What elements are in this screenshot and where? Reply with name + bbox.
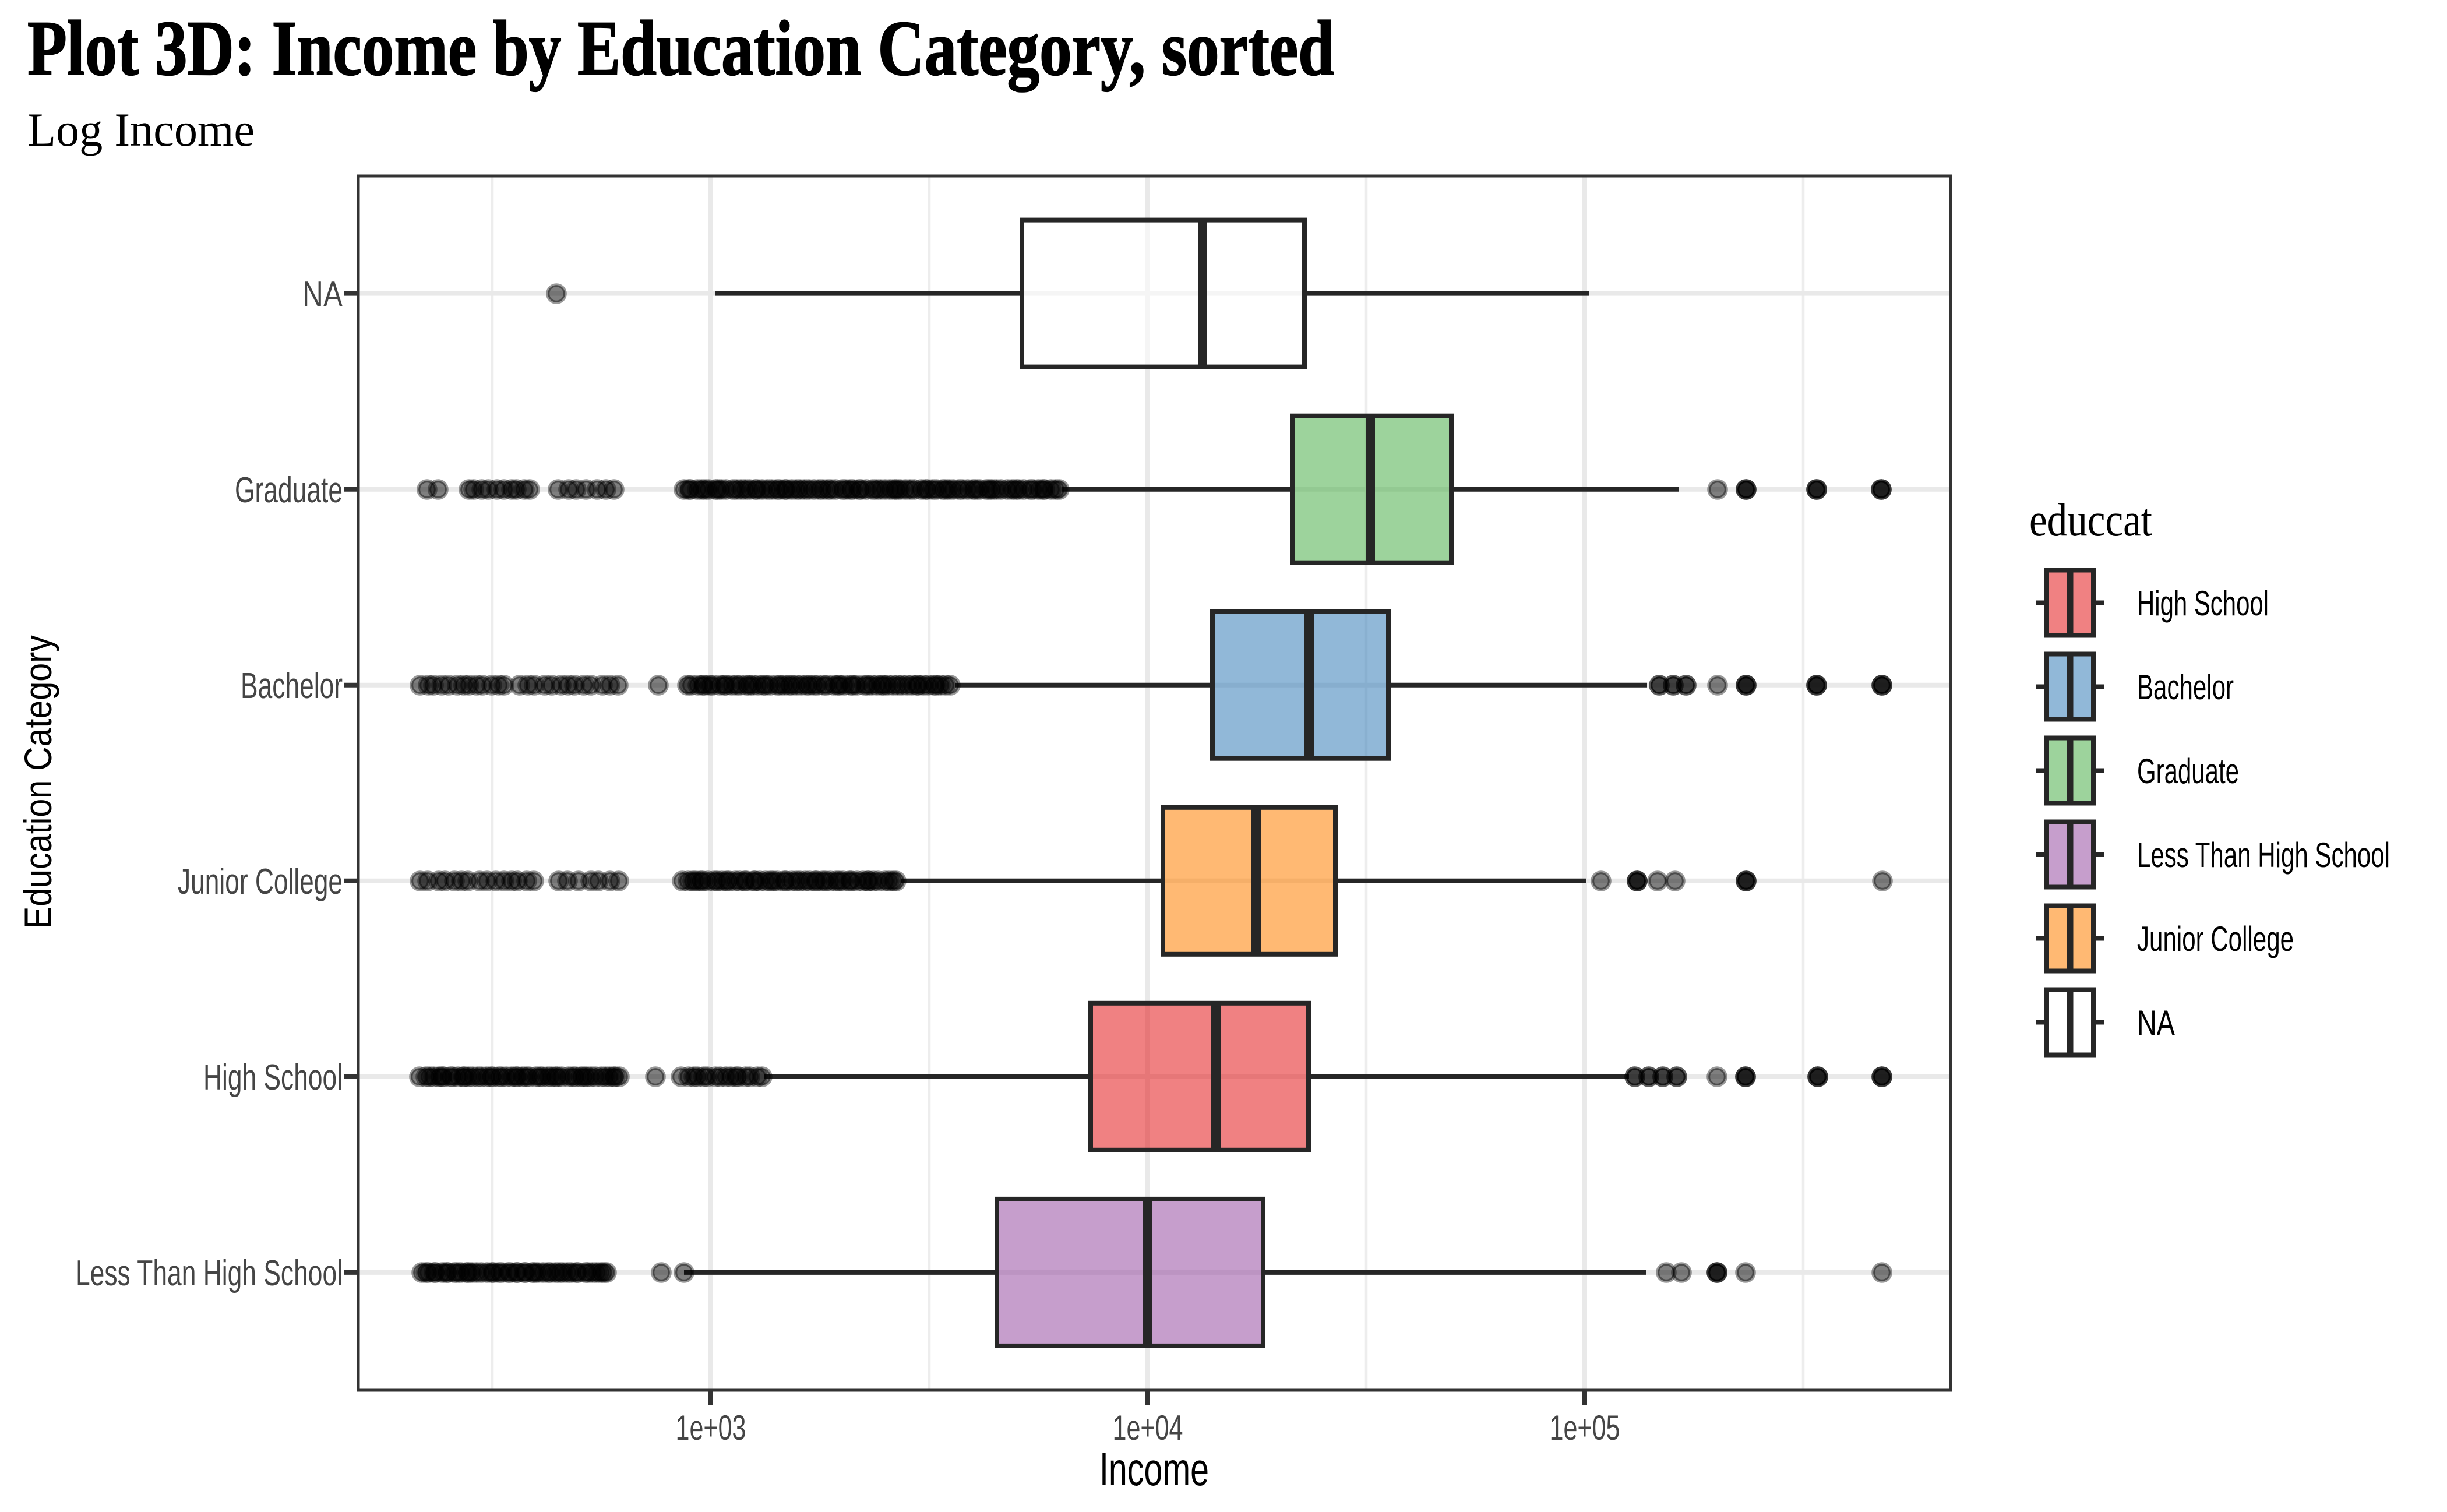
svg-text:educcat: educcat: [2029, 495, 2152, 546]
svg-text:Less Than High School: Less Than High School: [76, 1253, 343, 1294]
svg-text:Junior College: Junior College: [2137, 919, 2294, 958]
svg-text:Log Income: Log Income: [27, 103, 255, 156]
svg-text:Junior College: Junior College: [178, 862, 343, 902]
svg-text:1e+05: 1e+05: [1550, 1408, 1620, 1447]
svg-text:Less Than High School: Less Than High School: [2137, 836, 2390, 875]
svg-text:1e+03: 1e+03: [676, 1408, 746, 1447]
svg-text:High School: High School: [2137, 584, 2269, 623]
svg-text:Plot 3D: Income by Education C: Plot 3D: Income by Education Category, s…: [27, 5, 1334, 92]
svg-text:NA: NA: [302, 274, 343, 315]
svg-text:Income: Income: [1099, 1443, 1209, 1495]
svg-text:Bachelor: Bachelor: [241, 666, 343, 706]
svg-text:NA: NA: [2137, 1003, 2175, 1042]
svg-text:Graduate: Graduate: [2137, 752, 2239, 791]
svg-text:Education Category: Education Category: [16, 635, 59, 929]
svg-text:1e+04: 1e+04: [1113, 1408, 1183, 1447]
svg-text:Graduate: Graduate: [235, 470, 343, 510]
svg-text:High School: High School: [203, 1058, 343, 1098]
svg-text:Bachelor: Bachelor: [2137, 668, 2234, 707]
